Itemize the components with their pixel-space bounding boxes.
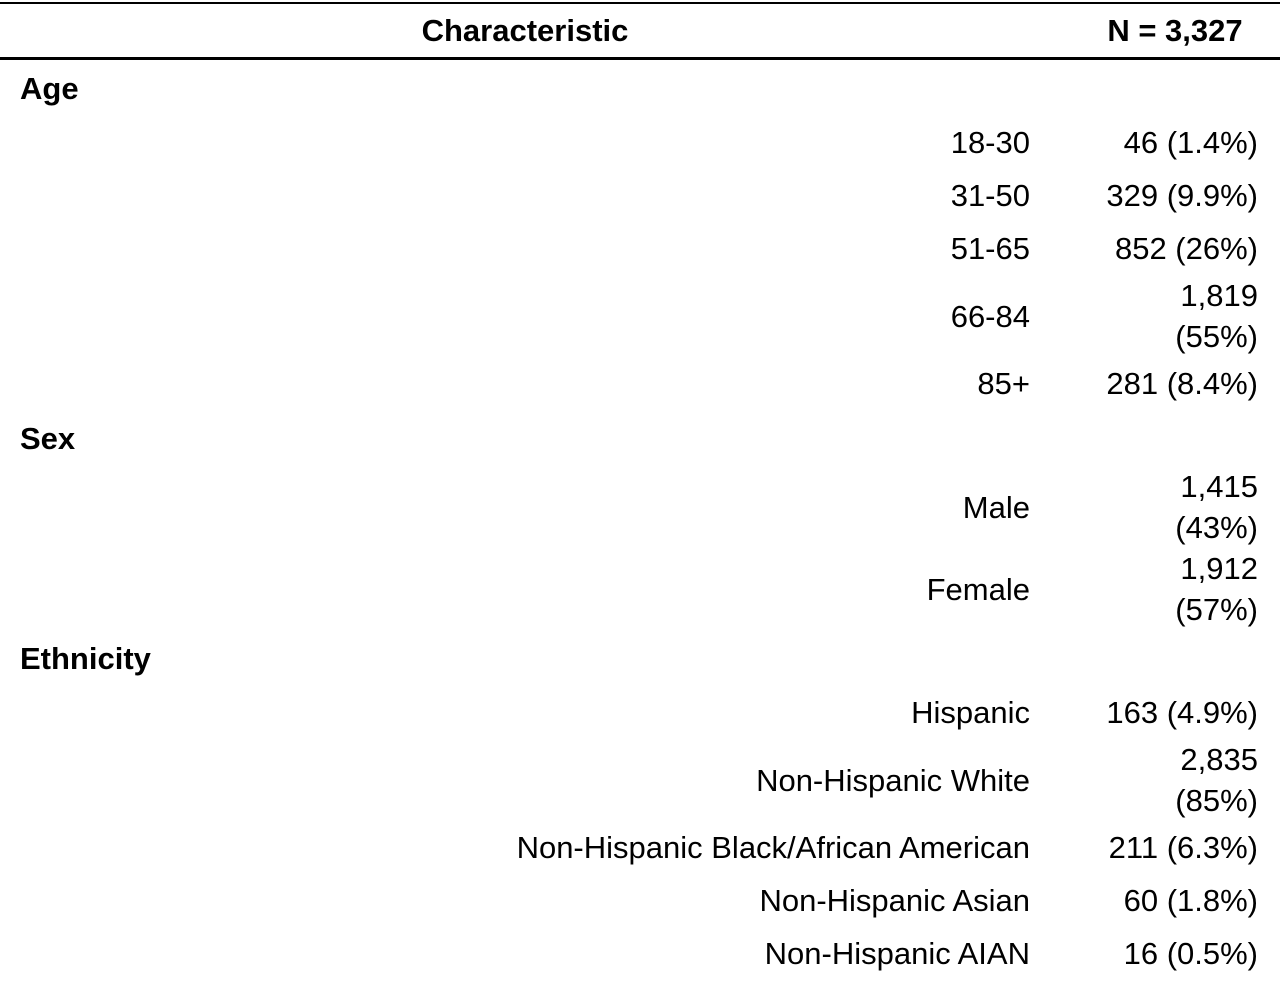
group-label: Ethnicity [20, 640, 151, 676]
row-value: 1,912 (57%) [1175, 551, 1258, 627]
row-label: Male [962, 489, 1030, 525]
row-label: 18-30 [950, 125, 1030, 160]
group-row: Age [0, 59, 1280, 117]
data-row: Female 1,912 (57%) [0, 548, 1280, 630]
row-label: 85+ [977, 366, 1030, 401]
data-row: 85+ 281 (8.4%) [0, 357, 1280, 410]
row-label: Non-Hispanic AIAN [764, 936, 1030, 971]
data-row: Non-Hispanic White 2,835 (85%) [0, 739, 1280, 821]
row-value: 60 (1.8%) [1123, 883, 1258, 918]
data-row: 31-50 329 (9.9%) [0, 169, 1280, 222]
table-body: Age 18-30 46 (1.4%) 31-50 329 (9.9%) 51-65 852… [0, 59, 1280, 981]
row-value: 46 (1.4%) [1123, 125, 1258, 160]
data-row: 66-84 1,819 (55%) [0, 275, 1280, 357]
data-row: Non-Hispanic Black/African American 211 (… [0, 821, 1280, 874]
group-label: Sex [20, 420, 76, 456]
row-label: Female [926, 571, 1030, 607]
row-label: Non-Hispanic Asian [759, 883, 1030, 918]
header-characteristic: Characteristic [0, 2, 1050, 60]
group-row: Ethnicity [0, 630, 1280, 686]
row-value: 281 (8.4%) [1106, 366, 1258, 401]
header-row: Characteristic N = 3,327 [0, 2, 1280, 60]
row-label: Non-Hispanic Black/African American [516, 830, 1030, 865]
row-value: 16 (0.5%) [1123, 936, 1258, 971]
row-value: 211 (6.3%) [1108, 830, 1258, 865]
row-value: 2,835 (85%) [1175, 742, 1258, 818]
row-label: 31-50 [950, 178, 1030, 213]
group-label: Age [20, 70, 79, 106]
row-value: 163 (4.9%) [1106, 695, 1258, 730]
data-row: Non-Hispanic Asian 60 (1.8%) [0, 874, 1280, 927]
row-label: Non-Hispanic White [756, 762, 1030, 798]
data-row: Hispanic 163 (4.9%) [0, 686, 1280, 739]
data-row: Male 1,415 (43%) [0, 466, 1280, 548]
row-value: 1,415 (43%) [1175, 469, 1258, 545]
row-value: 329 (9.9%) [1106, 178, 1258, 213]
row-label: 66-84 [950, 298, 1030, 334]
group-row: Sex [0, 410, 1280, 466]
row-label: Hispanic [911, 695, 1030, 730]
data-row: Non-Hispanic AIAN 16 (0.5%) [0, 927, 1280, 980]
row-label: 51-65 [950, 231, 1030, 266]
row-value: 1,819 (55%) [1175, 278, 1258, 354]
header-n: N = 3,327 [1050, 2, 1280, 60]
data-row: 51-65 852 (26%) [0, 222, 1280, 275]
row-value: 852 (26%) [1114, 231, 1258, 266]
data-row: 18-30 46 (1.4%) [0, 116, 1280, 169]
